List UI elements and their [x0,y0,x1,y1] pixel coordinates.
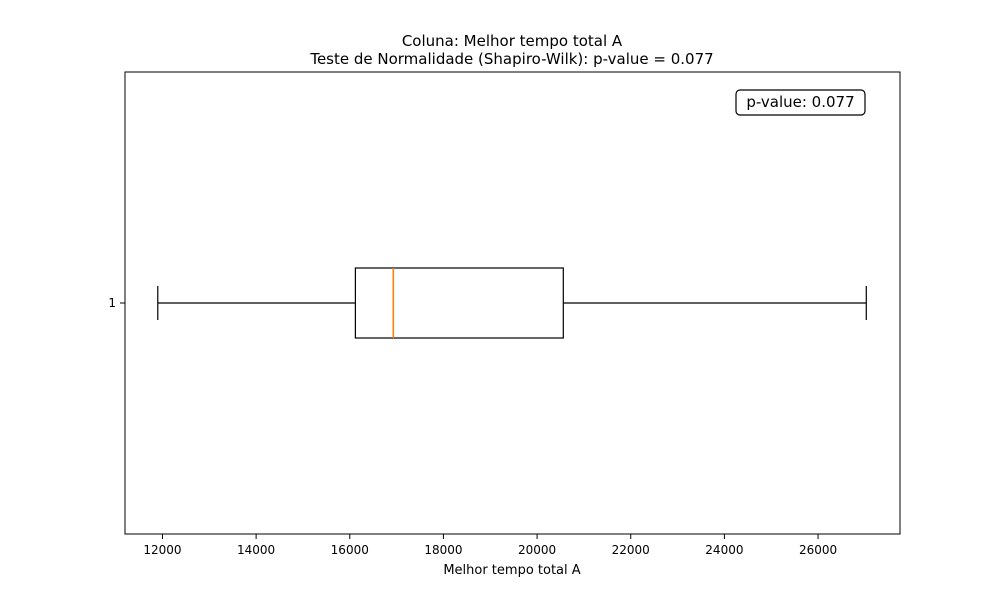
p-value-annotation: p-value: 0.077 [735,89,866,116]
x-tick-label: 16000 [331,543,369,557]
y-axis: 1 [108,296,125,310]
x-tick-label: 26000 [799,543,837,557]
x-tick-label: 18000 [424,543,462,557]
chart-title-line-1: Coluna: Melhor tempo total A [402,32,623,50]
x-axis-label: Melhor tempo total A [443,563,580,578]
x-tick-label: 22000 [612,543,650,557]
annotation-box [735,89,866,116]
interquartile-box [354,267,564,339]
plot-area [157,267,867,339]
x-tick-label: 12000 [143,543,181,557]
x-tick-label: 14000 [237,543,275,557]
x-axis: 12000 14000 16000 18000 20000 22000 24000 26000 [143,534,837,557]
y-tick-label: 1 [108,296,116,310]
x-tick-label: 20000 [518,543,556,557]
annotation-text: p-value: 0.077 [746,93,854,111]
chart-title-line-2: Teste de Normalidade (Shapiro-Wilk): p-v… [309,50,713,68]
x-tick-label: 24000 [705,543,743,557]
